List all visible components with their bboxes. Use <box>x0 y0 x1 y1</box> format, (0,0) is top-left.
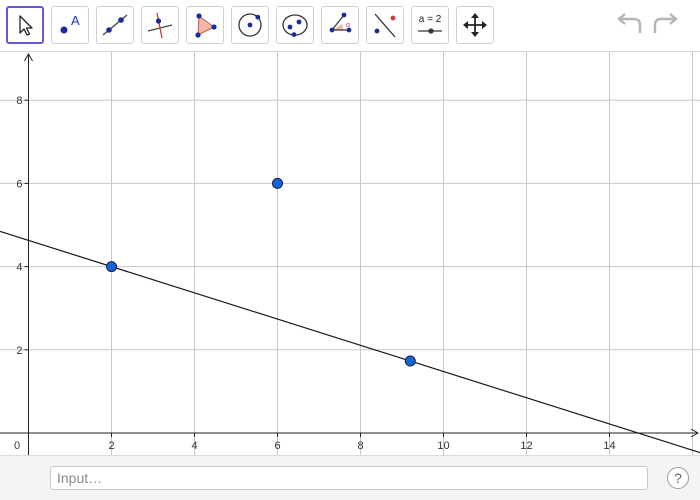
svg-text:α: α <box>346 22 350 29</box>
axes <box>0 52 700 455</box>
y-tick-label: 6 <box>16 178 22 190</box>
x-tick-label: 6 <box>274 440 280 452</box>
redo-icon <box>653 13 678 33</box>
polygon-tool-button[interactable] <box>186 6 224 44</box>
x-tick-label: 0 <box>14 440 20 452</box>
graphics-view[interactable]: 0 2 4 6 8 10 12 14 2 4 6 8 <box>0 52 700 455</box>
point-tool-letter: A <box>71 13 80 28</box>
move-graphics-view-tool-button[interactable] <box>456 6 494 44</box>
slider-icon: a = 2 <box>418 14 442 34</box>
cursor-arrow-icon <box>19 15 33 36</box>
move-tool-button[interactable] <box>6 6 44 44</box>
slider-tool-label: a = 2 <box>419 14 442 25</box>
point[interactable] <box>404 355 416 367</box>
line-through-points-icon <box>102 14 128 36</box>
y-tick-label: 2 <box>16 345 22 357</box>
point-tool-button[interactable]: A <box>51 6 89 44</box>
slider-tool-button[interactable]: a = 2 <box>411 6 449 44</box>
ellipse-tool-button[interactable] <box>276 6 314 44</box>
toolbar: A <box>0 0 700 52</box>
ellipse-icon <box>282 14 308 37</box>
x-tick-label: 4 <box>191 440 197 452</box>
polygon-icon <box>195 13 217 38</box>
x-tick-label: 2 <box>108 440 114 452</box>
circle-center-point-icon <box>238 13 262 37</box>
point[interactable] <box>272 177 283 189</box>
undo-icon <box>617 13 642 33</box>
x-axis-arrow <box>690 428 700 438</box>
perpendicular-line-icon <box>147 12 173 39</box>
y-tick-label: 8 <box>16 95 22 107</box>
input-bar: ? <box>0 455 700 500</box>
y-tick-label: 4 <box>16 262 22 274</box>
point[interactable] <box>106 261 117 273</box>
algebra-input-field[interactable] <box>50 466 648 490</box>
y-axis-arrow <box>24 52 33 62</box>
line-tool-button[interactable] <box>96 6 134 44</box>
undo-button[interactable] <box>614 12 644 43</box>
point-icon: A <box>60 13 80 34</box>
perpendicular-line-tool-button[interactable] <box>141 6 179 44</box>
redo-button[interactable] <box>651 12 681 43</box>
line-object[interactable] <box>0 227 700 455</box>
points[interactable] <box>106 177 416 367</box>
x-tick-label: 14 <box>603 440 615 452</box>
x-tick-label: 12 <box>520 440 532 452</box>
help-button[interactable]: ? <box>667 467 689 489</box>
tick-labels: 0 2 4 6 8 10 12 14 2 4 6 8 <box>14 95 616 452</box>
move-graphics-view-icon <box>463 13 487 37</box>
angle-tool-button[interactable]: α <box>321 6 359 44</box>
line-through-points[interactable] <box>0 227 700 455</box>
circle-tool-button[interactable] <box>231 6 269 44</box>
angle-icon: α <box>329 12 352 33</box>
grid <box>0 52 700 455</box>
graphics-canvas[interactable]: 0 2 4 6 8 10 12 14 2 4 6 8 <box>0 52 700 455</box>
reflect-about-line-icon <box>374 13 396 38</box>
reflect-tool-button[interactable] <box>366 6 404 44</box>
x-tick-label: 10 <box>437 440 449 452</box>
x-tick-label: 8 <box>357 440 363 452</box>
